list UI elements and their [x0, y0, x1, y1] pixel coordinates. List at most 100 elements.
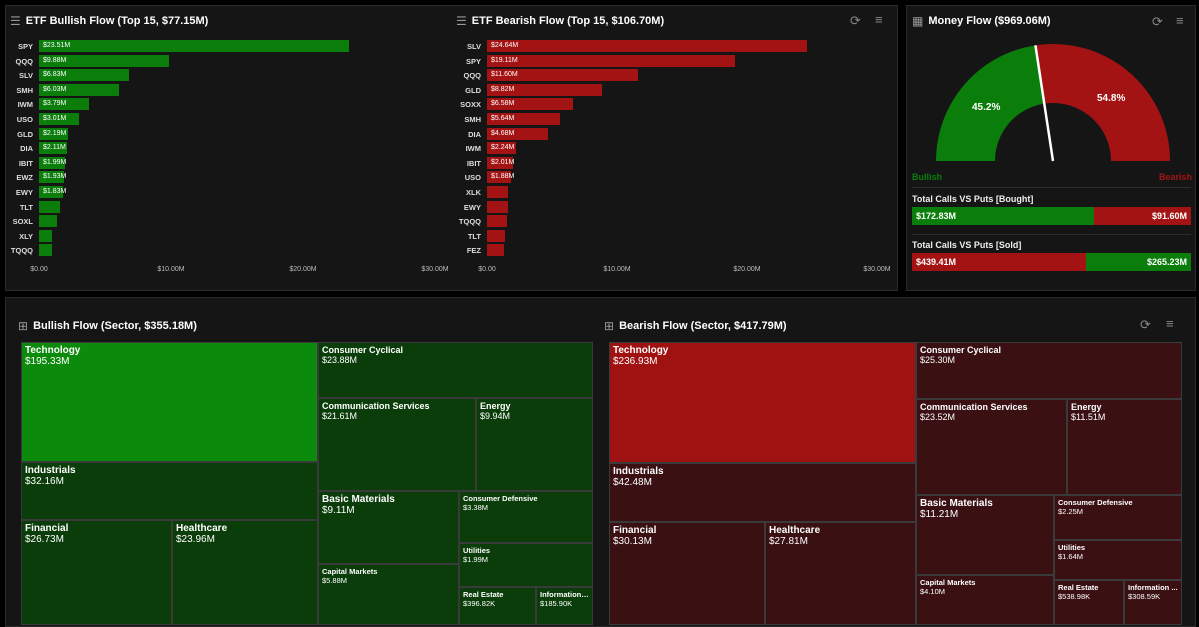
bar[interactable]: [487, 200, 508, 213]
bar[interactable]: $11.60M: [487, 69, 638, 82]
bearish-etf-title: ☰ ETF Bearish Flow (Top 15, $106.70M): [456, 14, 665, 28]
menu-lines-icon[interactable]: ☰: [10, 14, 21, 28]
bar[interactable]: $2.11M: [39, 142, 67, 155]
bar[interactable]: $9.88M: [39, 54, 170, 67]
bar[interactable]: $1.83M: [39, 186, 66, 198]
bar[interactable]: $1.93M: [39, 171, 67, 184]
grid-icon: ⊞: [18, 319, 29, 333]
bar-value-label: $2.24M: [491, 144, 515, 152]
treemap-tile[interactable]: Capital Markets $4.10M: [916, 575, 1054, 625]
treemap-tile[interactable]: Basic Materials $9.11M: [318, 491, 459, 564]
bar[interactable]: $2.19M: [39, 127, 68, 140]
menu-lines-icon[interactable]: ☰: [456, 14, 467, 28]
bar[interactable]: $24.64M: [487, 40, 808, 52]
bar-label: FEZ: [466, 246, 481, 256]
bar[interactable]: $6.83M: [39, 69, 130, 82]
bar-value-label: $2.19M: [43, 129, 67, 137]
gauge-bull-pct: 45.2%: [972, 102, 1001, 113]
bar-label: TLT: [467, 231, 481, 241]
bar[interactable]: [39, 244, 52, 257]
treemap-tile[interactable]: Consumer Cyclical $23.88M: [318, 342, 593, 398]
bearish-sector-title: ⊞ Bearish Flow (Sector, $417.79M): [604, 319, 787, 333]
tile-value: $23.96M: [176, 534, 215, 545]
bar[interactable]: $1.88M: [487, 171, 514, 184]
bar[interactable]: $3.01M: [39, 113, 79, 125]
bar[interactable]: $3.79M: [39, 98, 90, 111]
refresh-icon[interactable]: ⟳: [1140, 317, 1151, 332]
grid-icon: ▦: [912, 14, 924, 28]
tile-name: Real Estate: [1058, 583, 1099, 592]
tile-name: Real Estate: [463, 590, 504, 599]
treemap-tile[interactable]: Basic Materials $11.21M: [916, 495, 1054, 575]
treemap-tile[interactable]: Information ... $308.59K: [1124, 580, 1182, 625]
bar-label: XLK: [466, 188, 481, 197]
treemap-tile[interactable]: Communication Services $23.52M: [916, 399, 1067, 495]
bar[interactable]: [487, 186, 509, 198]
refresh-icon[interactable]: ⟳: [850, 13, 861, 28]
treemap-tile[interactable]: Utilities $1.64M: [1054, 540, 1182, 580]
tile-value: $236.93M: [613, 356, 658, 367]
bar[interactable]: $6.58M: [487, 98, 573, 111]
bar[interactable]: [487, 229, 506, 242]
treemap-tile[interactable]: Technology $236.93M: [609, 342, 916, 463]
bar-label: GLD: [465, 85, 481, 95]
bar-value-label: $1.93M: [43, 173, 67, 181]
tile-value: $3.38M: [463, 503, 489, 512]
refresh-icon[interactable]: ⟳: [1152, 14, 1163, 29]
tile-name: Energy: [480, 401, 511, 411]
filter-icon[interactable]: ≡: [1166, 316, 1174, 331]
treemap-tile[interactable]: Capital Markets $5.88M: [318, 564, 459, 625]
axis-tick-label: $10.00M: [157, 266, 185, 273]
grid-icon: ⊞: [604, 319, 615, 333]
bar-value-label: $6.03M: [43, 85, 67, 93]
tile-name: Utilities: [463, 546, 491, 555]
bar-value-label: $9.88M: [43, 56, 67, 64]
treemap-tile[interactable]: Financial $30.13M: [609, 522, 765, 625]
bar[interactable]: [487, 244, 504, 257]
bar[interactable]: $4.68M: [487, 127, 548, 140]
bar-value-label: $1.99M: [43, 158, 67, 166]
bar[interactable]: [487, 215, 507, 228]
treemap-tile[interactable]: Consumer Defensive $3.38M: [459, 491, 593, 543]
treemap-tile[interactable]: Financial $26.73M: [21, 520, 172, 625]
treemap-tile[interactable]: Real Estate $396.82K: [459, 587, 536, 625]
tile-value: $26.73M: [25, 534, 64, 545]
bar[interactable]: $23.51M: [39, 40, 350, 52]
filter-icon[interactable]: ≡: [1176, 13, 1184, 28]
treemap-tile[interactable]: Communication Services $21.61M: [318, 398, 476, 491]
divider: [912, 187, 1191, 188]
gauge-bear-pct: 54.8%: [1097, 93, 1126, 104]
treemap-tile[interactable]: Industrials $32.16M: [21, 462, 318, 520]
treemap-tile[interactable]: Utilities $1.99M: [459, 543, 593, 587]
bar[interactable]: [39, 229, 53, 242]
tile-name: Consumer Cyclical: [322, 345, 404, 355]
treemap-tile[interactable]: Industrials $42.48M: [609, 463, 916, 522]
bar-value-label: $3.79M: [43, 100, 67, 108]
treemap-tile[interactable]: Real Estate $538.98K: [1054, 580, 1124, 625]
bar[interactable]: [39, 215, 58, 228]
treemap-tile[interactable]: Healthcare $23.96M: [172, 520, 318, 625]
filter-icon[interactable]: ≡: [875, 12, 883, 27]
tile-name: Energy: [1071, 402, 1102, 412]
treemap-tile[interactable]: Healthcare $27.81M: [765, 522, 916, 625]
bar[interactable]: $2.01M: [487, 156, 514, 169]
bar-label: DIA: [20, 144, 33, 154]
bar-label: TQQQ: [458, 217, 481, 227]
bar[interactable]: $6.03M: [39, 83, 119, 96]
treemap-tile[interactable]: Consumer Cyclical $25.30M: [916, 342, 1182, 399]
bar[interactable]: $1.99M: [39, 156, 67, 169]
bar-value-label: $5.64M: [491, 115, 515, 122]
tile-name: Utilities: [1058, 543, 1086, 552]
treemap-tile[interactable]: Energy $11.51M: [1067, 399, 1182, 495]
treemap-tile[interactable]: Energy $9.94M: [476, 398, 593, 491]
bar[interactable]: [39, 200, 61, 213]
treemap-tile[interactable]: Consumer Defensive $2.25M: [1054, 495, 1182, 540]
bar[interactable]: $2.24M: [487, 142, 517, 155]
treemap-tile[interactable]: Information ... $185.90K: [536, 587, 593, 625]
treemap-tile[interactable]: Technology $195.33M: [21, 342, 318, 462]
bar[interactable]: $8.82M: [487, 83, 602, 96]
bar[interactable]: $5.64M: [487, 113, 561, 125]
sold-calls: $265.23M: [1085, 253, 1191, 271]
bar[interactable]: $19.11M: [487, 54, 736, 67]
bar-label: DIA: [468, 129, 481, 139]
